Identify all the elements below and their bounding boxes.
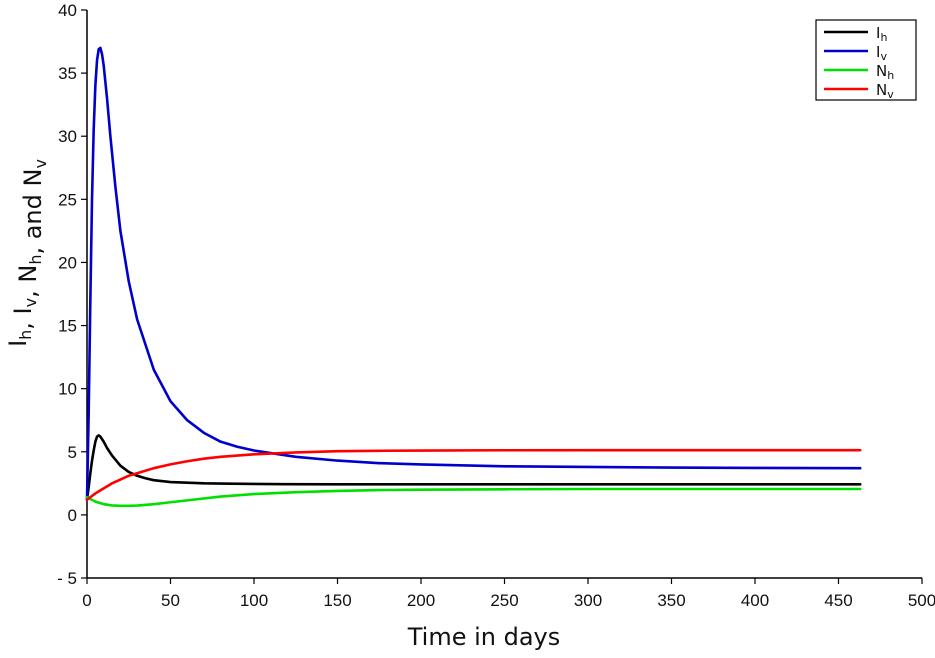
series-line-iv <box>85 46 862 502</box>
y-tick-label: 40 <box>58 1 77 20</box>
series-layer <box>85 46 862 508</box>
x-tick-label: 100 <box>240 591 268 610</box>
x-axis-title: Time in days <box>407 623 561 651</box>
y-tick-label: 35 <box>58 64 77 83</box>
series-line-nv <box>85 448 862 502</box>
y-tick-label: 25 <box>58 190 77 209</box>
x-tick-label: 250 <box>490 591 518 610</box>
x-tick-label: 450 <box>824 591 852 610</box>
legend-box <box>815 19 917 101</box>
x-tick-label: 50 <box>161 591 180 610</box>
y-tick-label: 0 <box>68 506 77 525</box>
legend-label: Nh <box>876 62 894 82</box>
y-tick-label: 20 <box>58 253 77 272</box>
legend-label: Iv <box>876 43 887 63</box>
series-line-nh <box>85 487 862 508</box>
x-tick-label: 200 <box>407 591 435 610</box>
series-line-ih <box>85 434 862 502</box>
x-tick-label: 150 <box>323 591 351 610</box>
y-tick-label: - 5 <box>57 569 77 588</box>
y-axis-title: Ih, Iv, Nh, and Nv <box>4 159 50 347</box>
x-tick-label: 0 <box>82 591 91 610</box>
y-tick-label: 10 <box>58 380 77 399</box>
y-tick-label: 30 <box>58 127 77 146</box>
x-tick-label: 500 <box>908 591 935 610</box>
legend-label: Nv <box>876 81 894 101</box>
x-tick-label: 300 <box>574 591 602 610</box>
legend-label: Ih <box>876 24 887 44</box>
y-tick-label: 5 <box>68 443 77 462</box>
x-tick-label: 400 <box>741 591 769 610</box>
x-tick-label: 350 <box>657 591 685 610</box>
y-tick-label: 15 <box>58 317 77 336</box>
